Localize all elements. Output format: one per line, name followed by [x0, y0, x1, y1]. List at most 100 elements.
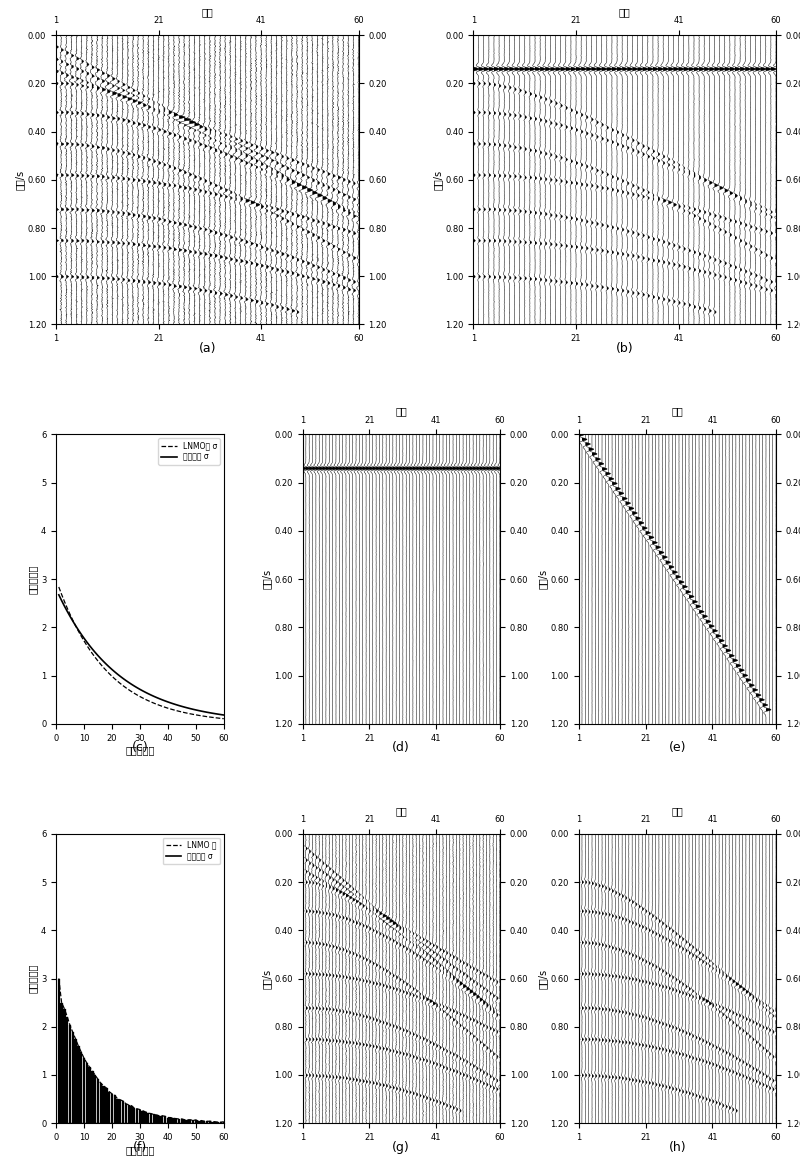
Bar	[211, 1122, 214, 1123]
Legend: LNMO 后, 重构信号 σ: LNMO 后, 重构信号 σ	[163, 838, 220, 863]
X-axis label: 奇异値序号: 奇异値序号	[125, 1144, 154, 1155]
Bar	[86, 1062, 88, 1123]
Bar	[116, 1099, 118, 1123]
Bar	[158, 1116, 161, 1123]
Bar	[99, 1083, 102, 1123]
Bar	[119, 1100, 122, 1123]
X-axis label: 道号: 道号	[671, 806, 683, 815]
Bar	[102, 1086, 105, 1123]
X-axis label: 道号: 道号	[395, 806, 407, 815]
Bar	[150, 1114, 152, 1123]
Line: LNMO 后: LNMO 后	[58, 978, 224, 1122]
Bar	[74, 1039, 77, 1123]
LNMO后 σ	[82, 639, 91, 653]
Bar	[166, 1117, 169, 1123]
Bar	[186, 1120, 189, 1123]
Bar	[133, 1108, 135, 1123]
LNMO后 σ	[96, 658, 106, 672]
Bar	[153, 1115, 155, 1123]
Bar	[108, 1092, 110, 1123]
重构信号 σ	[96, 1116, 106, 1130]
Bar	[77, 1046, 79, 1123]
Bar	[161, 1116, 163, 1123]
Bar	[61, 1003, 62, 1123]
Y-axis label: 时间/s: 时间/s	[262, 569, 271, 590]
Y-axis label: 时间/s: 时间/s	[433, 170, 442, 190]
Bar	[136, 1109, 138, 1123]
LNMO 后	[96, 1076, 106, 1090]
X-axis label: 道号: 道号	[671, 406, 683, 417]
Bar	[94, 1075, 96, 1123]
Bar	[125, 1103, 127, 1123]
Bar	[110, 1094, 113, 1123]
LNMO后 σ	[219, 711, 229, 725]
Bar	[97, 1079, 99, 1123]
Bar	[130, 1106, 133, 1123]
Bar	[71, 1032, 74, 1123]
LNMO后 σ	[158, 700, 167, 714]
重构信号 σ	[82, 635, 91, 649]
LNMO后 σ	[54, 580, 63, 594]
重构信号 σ	[158, 1116, 167, 1130]
Bar	[189, 1120, 191, 1123]
Bar	[192, 1121, 194, 1123]
LNMO 后	[214, 1115, 223, 1129]
Bar	[175, 1119, 178, 1123]
Bar	[66, 1017, 68, 1123]
Bar	[181, 1119, 183, 1123]
Bar	[178, 1119, 180, 1123]
Bar	[63, 1009, 66, 1123]
Bar	[194, 1120, 197, 1123]
Bar	[82, 1058, 85, 1123]
重构信号 σ	[110, 1116, 119, 1130]
Bar	[164, 1116, 166, 1123]
Text: (f): (f)	[133, 1141, 147, 1154]
LNMO后 σ	[107, 669, 117, 683]
Y-axis label: 时间/s: 时间/s	[538, 569, 548, 590]
Bar	[200, 1121, 202, 1123]
Legend: LNMO后 σ, 重构信号 σ: LNMO后 σ, 重构信号 σ	[158, 439, 220, 464]
重构信号 σ	[54, 587, 63, 601]
Bar	[209, 1121, 211, 1123]
Bar	[91, 1072, 94, 1123]
LNMO 后	[54, 971, 63, 985]
Y-axis label: 时间/s: 时间/s	[262, 969, 271, 989]
Bar	[114, 1095, 116, 1123]
重构信号 σ	[82, 1116, 91, 1130]
LNMO 后	[102, 1081, 111, 1095]
Text: (d): (d)	[392, 742, 410, 755]
Text: (a): (a)	[198, 342, 216, 355]
Bar	[122, 1101, 124, 1123]
Y-axis label: 奇异値能量: 奇异値能量	[28, 964, 38, 993]
Line: 重构信号 σ: 重构信号 σ	[58, 594, 224, 715]
重构信号 σ	[102, 1116, 111, 1130]
重构信号 σ	[158, 693, 167, 707]
重构信号 σ	[107, 1116, 117, 1130]
X-axis label: 奇异値序号: 奇异値序号	[125, 745, 154, 756]
Bar	[198, 1121, 200, 1123]
Bar	[105, 1088, 107, 1123]
Bar	[172, 1119, 174, 1123]
Text: (c): (c)	[131, 742, 148, 755]
Text: (e): (e)	[669, 742, 686, 755]
重构信号 σ	[219, 708, 229, 722]
Bar	[58, 978, 60, 1123]
LNMO 后	[219, 1115, 229, 1129]
Y-axis label: 奇异値能量: 奇异値能量	[28, 564, 38, 594]
LNMO后 σ	[102, 663, 111, 677]
重构信号 σ	[54, 1116, 63, 1130]
Text: (b): (b)	[616, 342, 634, 355]
Bar	[144, 1112, 146, 1123]
Y-axis label: 时间/s: 时间/s	[538, 969, 548, 989]
Bar	[80, 1052, 82, 1123]
X-axis label: 道号: 道号	[202, 7, 213, 18]
LNMO 后	[82, 1055, 91, 1069]
Bar	[88, 1067, 90, 1123]
Bar	[142, 1110, 144, 1123]
重构信号 σ	[96, 652, 106, 666]
Bar	[206, 1121, 208, 1123]
LNMO 后	[158, 1109, 167, 1123]
Bar	[147, 1113, 150, 1123]
X-axis label: 道号: 道号	[619, 7, 630, 18]
Line: LNMO后 σ: LNMO后 σ	[58, 587, 224, 718]
